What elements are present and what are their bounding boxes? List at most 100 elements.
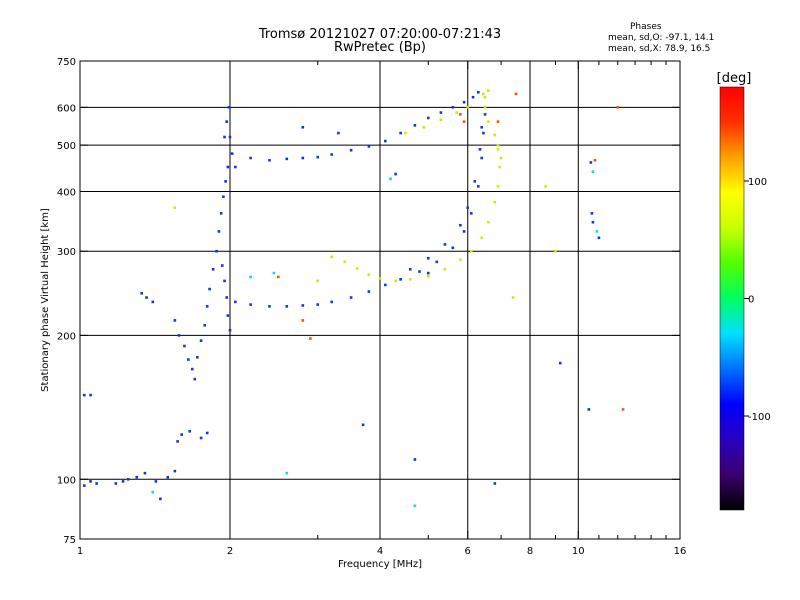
echo-point (205, 305, 209, 308)
echo-point (173, 469, 177, 473)
echo-point (470, 212, 473, 215)
axis-ticks: 1 2 4 6 8 10 16 75 100 200 300 400 500 600 750 (57, 57, 686, 557)
echo-point (349, 148, 353, 152)
echo-point (276, 275, 280, 279)
echo-point (487, 220, 490, 224)
echo-point (404, 131, 407, 135)
echo-point (361, 423, 365, 427)
echo-point (462, 230, 466, 233)
echo-point (462, 100, 466, 104)
echo-point (343, 260, 347, 264)
echo-point (378, 277, 382, 280)
echo-point (151, 490, 155, 494)
phases-o-stats: mean, sd,O: -97.1, 14.1 (608, 33, 715, 43)
echo-point (493, 482, 497, 485)
echo-point (223, 279, 226, 283)
echo-point (285, 157, 289, 161)
echo-point (114, 482, 118, 485)
colorbar-tick-label: -100 (748, 412, 771, 423)
echo-point (234, 165, 237, 169)
echo-point (268, 305, 271, 308)
echo-point (496, 185, 500, 188)
echo-point (226, 314, 230, 317)
echo-point (554, 249, 557, 253)
echo-point (183, 344, 186, 348)
y-tick-label: 750 (57, 57, 76, 68)
echo-point (367, 290, 371, 293)
echo-point (180, 433, 184, 436)
echo-point (223, 135, 226, 139)
echo-point (466, 206, 470, 209)
echo-point (466, 106, 470, 109)
echo-point (480, 156, 484, 160)
x-tick-label: 4 (377, 546, 383, 557)
echo-point (473, 180, 477, 183)
echo-point (203, 323, 207, 327)
echo-point (482, 131, 485, 135)
echo-point (199, 436, 203, 440)
echo-point (426, 256, 430, 260)
echo-point (316, 303, 320, 306)
echo-point (471, 95, 475, 99)
echo-point (384, 139, 387, 143)
echo-point (154, 480, 158, 483)
echo-point (367, 145, 371, 148)
echo-point (151, 300, 155, 304)
echo-point (219, 212, 223, 215)
y-tick-label: 400 (57, 187, 76, 198)
echo-point (589, 161, 593, 164)
colorbar-tick-label: 0 (748, 295, 754, 306)
echo-point (480, 125, 484, 129)
echo-point (337, 131, 340, 135)
echo-point (285, 471, 289, 475)
echo-point (249, 275, 252, 279)
colorbar (719, 86, 745, 511)
echo-point (208, 287, 211, 291)
echo-point (82, 393, 86, 397)
echo-point (177, 334, 181, 337)
echo-point (193, 377, 197, 381)
echo-point (496, 148, 500, 151)
echo-point (462, 120, 466, 123)
y-tick-label: 300 (57, 247, 76, 258)
echo-point (159, 497, 162, 501)
echo-point (451, 246, 455, 250)
echo-point (493, 200, 497, 204)
phases-x-stats: mean, sd,X: 78.9, 16.5 (608, 44, 711, 54)
echo-point (408, 278, 412, 281)
colorbar-tick-label: 100 (748, 177, 767, 188)
echo-point (439, 118, 443, 122)
echo-point (459, 223, 462, 227)
echo-point (272, 271, 276, 275)
echo-point (249, 156, 252, 160)
echo-point (143, 471, 147, 475)
echo-point (285, 305, 289, 308)
echo-point (309, 337, 312, 340)
echo-point (227, 106, 231, 109)
echo-point (220, 264, 224, 267)
echo-point (222, 195, 225, 199)
echo-point (487, 89, 490, 93)
echo-point (413, 458, 417, 461)
echo-point (399, 131, 402, 135)
echo-point (173, 319, 177, 322)
echo-point (234, 300, 237, 304)
echo-point (215, 249, 218, 253)
echo-point (496, 143, 500, 147)
echo-point (459, 113, 462, 116)
echo-point (413, 504, 417, 508)
echo-point (408, 267, 412, 271)
echo-point (514, 92, 518, 96)
x-tick-label: 1 (77, 546, 83, 557)
echo-point (591, 170, 595, 174)
echo-point (439, 111, 443, 114)
y-tick-label: 200 (57, 331, 76, 342)
echo-point (483, 113, 487, 116)
echo-point (511, 296, 515, 299)
echo-point (226, 165, 230, 169)
echo-point (413, 124, 417, 127)
echo-point (166, 475, 170, 479)
echo-point (499, 156, 503, 160)
x-tick-label: 2 (227, 546, 233, 557)
echo-point (435, 260, 439, 264)
